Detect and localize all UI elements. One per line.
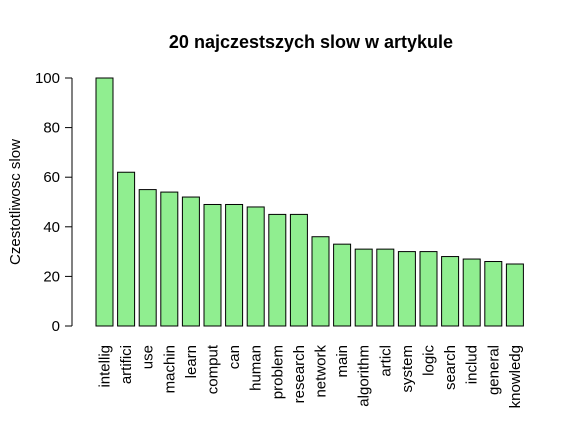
y-tick-label: 0 [52,318,60,335]
y-axis-label: Czestotliwosc slow [7,139,24,265]
x-tick-label: articl [377,345,394,377]
bar-logic [419,251,438,327]
x-tick-label: includ [464,345,481,384]
bar-machin [160,191,179,327]
bar-main [333,243,352,327]
y-axis: 0 20 40 60 80 100 [35,70,73,335]
x-tick-label: problem [269,345,286,399]
x-tick-label: search [442,345,459,390]
bar-artifici [117,171,136,327]
x-tick-label: algorithm [356,345,373,407]
y-tick-label: 60 [43,169,60,186]
bar-learn [181,196,200,327]
x-tick-label: learn [183,345,200,378]
bar-use [138,189,157,327]
bar-human [246,206,265,327]
bar-algorithm [354,248,373,327]
bar-search [441,256,460,327]
y-tick-label: 80 [43,120,60,137]
bar-general [484,261,503,327]
bar-system [397,251,416,327]
x-tick-label: machin [161,345,178,393]
bar-articl [376,248,395,327]
x-tick-labels: intellig artifici use machin learn comput can h… [97,344,524,408]
bar-network [311,236,330,327]
x-tick-label: use [140,345,157,369]
bar-intellig [95,77,114,327]
y-tick-label: 100 [35,70,60,87]
bars-group [95,77,524,327]
x-tick-label: logic [421,345,438,376]
x-tick-label: artifici [118,345,135,384]
bar-research [289,213,308,327]
x-tick-label: network [313,345,330,398]
x-tick-label: human [248,345,265,391]
y-tick-label: 20 [43,268,60,285]
bar-knowledg [505,263,524,327]
bar-comput [203,203,222,327]
bar-includ [462,258,481,327]
x-tick-label: research [291,345,308,403]
x-tick-label: system [399,345,416,393]
chart-title: 20 najczestszych slow w artykule [169,32,453,52]
x-tick-label: general [485,345,502,395]
x-tick-label: knowledg [507,345,524,408]
y-tick-label: 40 [43,219,60,236]
bar-problem [268,213,287,327]
x-tick-label: can [226,345,243,369]
x-tick-label: intellig [97,345,114,388]
x-tick-label: main [334,345,351,378]
bar-can [225,203,244,327]
x-tick-label: comput [205,344,222,394]
